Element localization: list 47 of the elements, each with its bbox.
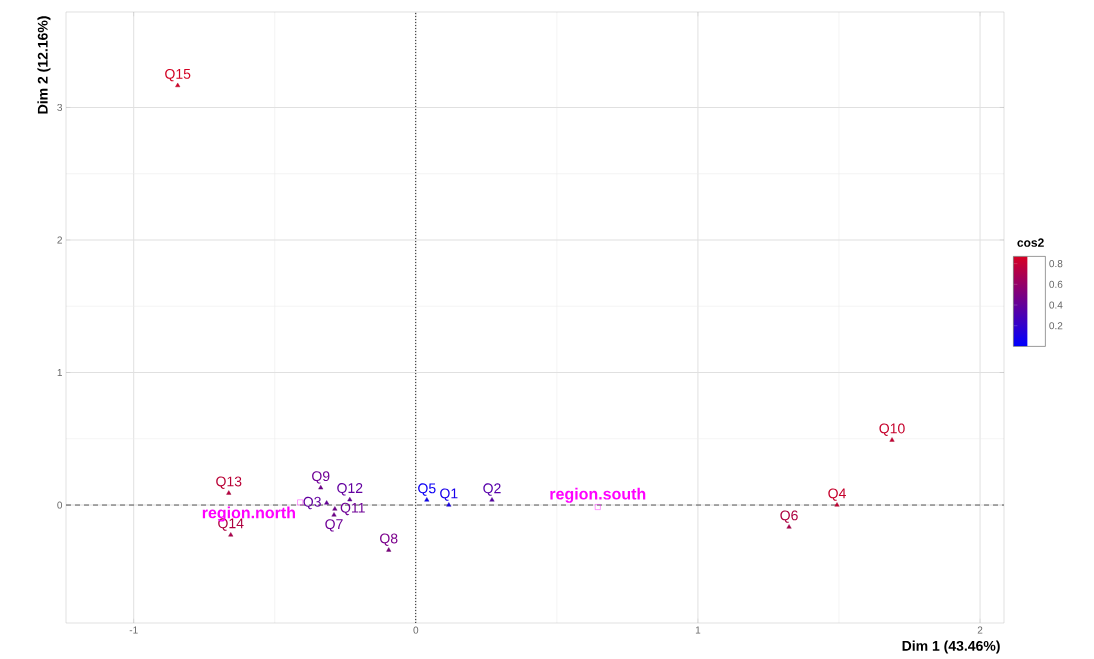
point [331, 512, 337, 517]
point [834, 502, 840, 507]
annotation: Q3 [303, 496, 321, 510]
annotation: Q9 [312, 471, 330, 484]
x-axis-title: Dim 1 (43.46%) [902, 640, 1000, 654]
point [324, 500, 330, 505]
color-bar-title: cos2 [1017, 238, 1044, 247]
y-tick-label: 1 [57, 369, 62, 376]
annotation: Q12 [337, 483, 363, 496]
annotation: Q8 [380, 533, 398, 546]
color-bar-label: 0.8 [1049, 260, 1063, 268]
point [424, 497, 430, 502]
point [786, 524, 792, 529]
x-tick-label: -1 [129, 626, 138, 634]
point [446, 502, 452, 507]
x-tick-label: 1 [695, 626, 701, 634]
y-tick-label: 0 [57, 501, 63, 509]
y-axis-title: Dim 2 (12.16%) [37, 16, 51, 114]
annotation: Q6 [780, 510, 798, 523]
x-tick-label: 0 [413, 626, 419, 634]
point [332, 506, 338, 511]
point [228, 532, 234, 537]
annotation: Q5 [418, 483, 436, 496]
point [594, 504, 601, 510]
annotation: region.south [550, 487, 646, 503]
annotation: Q1 [440, 488, 458, 501]
point [175, 82, 181, 88]
annotation: Q15 [165, 68, 191, 82]
y-tick-label: 2 [57, 236, 62, 244]
annotation: Q10 [879, 423, 905, 436]
y-tick-label: 3 [57, 103, 63, 111]
color-bar-label: 0.4 [1049, 301, 1063, 309]
point [297, 499, 303, 506]
x-tick-label: 2 [977, 626, 983, 634]
color-bar-label: 0.2 [1049, 322, 1063, 330]
annotation: Q7 [325, 519, 343, 532]
point [347, 496, 353, 502]
annotation: Q13 [216, 476, 242, 489]
annotation: Q4 [828, 488, 846, 501]
point [318, 485, 324, 490]
annotation: Q2 [483, 483, 501, 496]
point [226, 490, 232, 495]
annotation: Q11 [340, 502, 365, 516]
point [386, 547, 392, 552]
point [889, 437, 895, 442]
color-bar-label: 0.6 [1049, 280, 1063, 288]
point [489, 497, 495, 502]
